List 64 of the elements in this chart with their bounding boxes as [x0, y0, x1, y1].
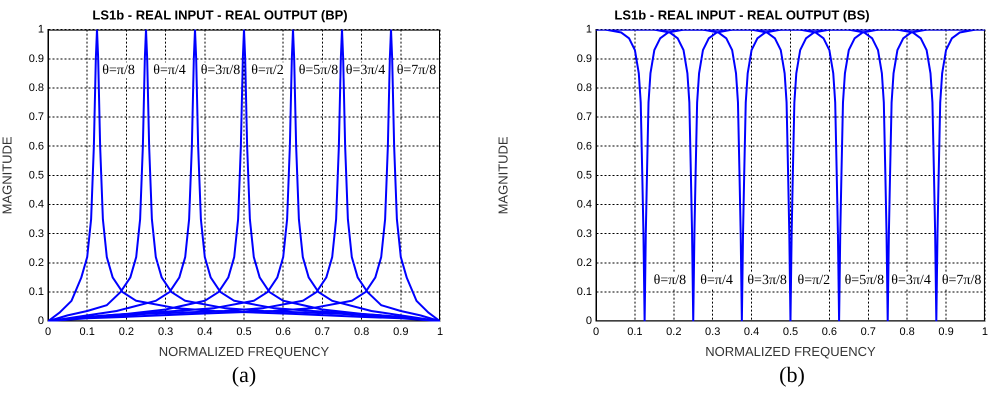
y-axis-title: MAGNITUDE: [0, 136, 14, 214]
x-tick-label: 0.8: [900, 326, 915, 338]
y-tick-label: 0.2: [28, 256, 44, 269]
annotation: θ=π/8: [654, 273, 686, 288]
y-axis-title: MAGNITUDE: [495, 136, 510, 214]
x-tick-label: 0.9: [393, 326, 408, 338]
y-tick-label: 0.3: [576, 228, 592, 240]
y-tick-label: 0.3: [28, 228, 44, 240]
y-tick-label: 0: [586, 315, 592, 328]
annotation: θ=π/4: [153, 63, 186, 78]
annotation: θ=π/2: [251, 63, 284, 78]
y-tick-label: 0.6: [576, 140, 592, 152]
y-tick-label: 0.7: [28, 111, 44, 124]
annotation: θ=π/2: [798, 273, 830, 288]
text: (b): [778, 362, 806, 388]
annotation: θ=π/4: [700, 273, 733, 288]
y-tick-label: 0.7: [576, 111, 592, 124]
y-tick-label: 0.5: [576, 169, 592, 182]
x-tick-label: 0.1: [80, 326, 95, 338]
x-axis-title: NORMALIZED FREQUENCY: [705, 344, 876, 359]
x-tick-label: 0.4: [197, 326, 212, 338]
y-tick-label: 0.5: [28, 169, 44, 182]
annotation: θ=7π/8: [942, 273, 982, 288]
x-tick-label: 0.6: [276, 326, 291, 338]
y-tick-label: 0.9: [576, 52, 592, 65]
x-tick-label: 0.2: [666, 326, 682, 338]
chart-title: LS1b - REAL INPUT - REAL OUTPUT (BP): [92, 7, 348, 22]
annotation: θ=3π/4: [346, 63, 386, 78]
annotation: θ=5π/8: [844, 273, 884, 288]
y-tick-label: 0.2: [576, 256, 592, 269]
y-tick-label: 0.8: [28, 82, 44, 94]
x-tick-label: 1: [982, 326, 988, 338]
y-tick-label: 1: [38, 24, 44, 36]
chart-title: LS1b - REAL INPUT - REAL OUTPUT (BS): [614, 7, 870, 22]
annotation: θ=7π/8: [396, 63, 436, 78]
y-tick-label: 1: [586, 24, 592, 36]
x-tick-label: 0.7: [314, 326, 330, 338]
x-tick-label: 0.9: [938, 326, 954, 338]
x-tick-label: 0.5: [782, 326, 798, 338]
x-tick-label: 0.7: [860, 326, 876, 338]
y-tick-label: 0.1: [28, 286, 44, 298]
annotation: θ=5π/8: [298, 63, 338, 78]
annotation: θ=3π/8: [747, 273, 787, 288]
x-tick-label: 0.8: [354, 326, 370, 338]
y-tick-label: 0.4: [576, 198, 592, 211]
y-tick-label: 0.1: [576, 286, 592, 298]
y-tick-label: 0.8: [576, 82, 592, 94]
x-tick-label: 0.5: [236, 326, 252, 338]
x-axis-title: NORMALIZED FREQUENCY: [158, 344, 330, 359]
y-tick-label: 0.6: [28, 140, 44, 152]
y-tick-label: 0.4: [28, 198, 44, 211]
annotation: θ=3π/8: [200, 63, 240, 78]
x-tick-label: 0.3: [158, 326, 174, 338]
annotation: θ=π/8: [102, 63, 135, 78]
x-tick-label: 0.6: [822, 326, 838, 338]
x-tick-label: 0.2: [118, 326, 134, 338]
x-tick-label: 0.4: [744, 326, 760, 338]
x-tick-label: 0.1: [627, 326, 643, 338]
y-tick-label: 0: [38, 315, 44, 328]
text: (a): [230, 362, 258, 388]
y-tick-label: 0.9: [28, 52, 44, 65]
x-tick-label: 1: [436, 326, 444, 338]
x-tick-label: 0.3: [705, 326, 720, 338]
annotation: θ=3π/4: [891, 273, 931, 288]
